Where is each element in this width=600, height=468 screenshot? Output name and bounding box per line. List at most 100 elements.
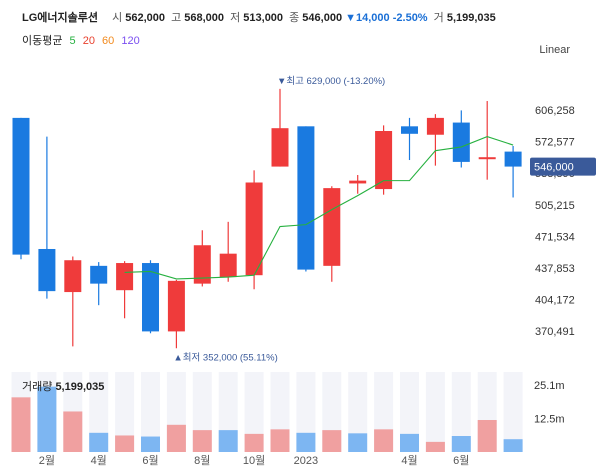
volume-tick-label: 25.1m: [534, 380, 565, 392]
candle-body: [478, 157, 496, 160]
volume-bar: [11, 397, 31, 452]
candle-body: [271, 128, 289, 167]
candle: [401, 117, 418, 161]
candle-body: [375, 130, 393, 190]
min-price-annotation: ▲최저 352,000 (55.11%): [173, 352, 277, 363]
candle: [323, 186, 341, 282]
volume-panel-label: 거래량: [22, 381, 53, 393]
volume-bar: [166, 424, 186, 452]
volume-panel-value: 5,199,035: [55, 381, 105, 393]
y-tick-label: 437,853: [535, 263, 575, 275]
volume-bar: [63, 411, 83, 452]
candle: [64, 256, 82, 347]
change-percent: -2.50%: [392, 12, 428, 24]
high-label: 고: [171, 12, 182, 24]
volume-band: [89, 372, 109, 452]
volume-bar: [89, 432, 109, 452]
x-tick-label: 6월: [453, 454, 469, 467]
volume-band: [141, 372, 160, 452]
volume-label: 거: [433, 12, 444, 24]
y-tick-label: 471,534: [535, 231, 575, 243]
volume-band: [296, 372, 316, 452]
change-value: ▼14,000: [345, 12, 390, 24]
candle-body: [116, 263, 134, 291]
candle: [12, 117, 30, 260]
candle: [245, 170, 263, 290]
candle-body: [504, 151, 522, 167]
volume-bar: [477, 420, 497, 452]
volume-band: [115, 372, 135, 452]
candle: [297, 126, 315, 272]
volume-bar: [244, 433, 264, 452]
candle: [271, 88, 289, 167]
x-tick-label: 4월: [91, 454, 107, 467]
current-price-label: 546,000: [534, 162, 574, 174]
candle-body: [193, 245, 211, 284]
stock-name: LG에너지솔루션: [22, 12, 98, 24]
volume-band: [400, 372, 419, 452]
low-label: 저: [230, 12, 241, 24]
y-tick-label: 404,172: [535, 294, 575, 306]
x-tick-label: 10월: [243, 454, 265, 467]
ma-period-20: 20: [82, 35, 95, 47]
candle: [452, 110, 470, 168]
volume-band: [503, 372, 523, 452]
candle: [38, 136, 56, 299]
volume-bar: [296, 432, 316, 452]
candle: [219, 221, 237, 282]
y-tick-label: 370,491: [535, 326, 575, 338]
candle: [349, 175, 367, 194]
candle-body: [349, 180, 367, 184]
candle-body: [12, 117, 30, 255]
open-value: 562,000: [125, 12, 166, 24]
volume-bar: [270, 429, 290, 452]
volume-bar: [141, 436, 160, 452]
volume-bar: [218, 430, 238, 452]
volume-bar: [503, 439, 523, 452]
max-price-annotation: ▼최고 629,000 (-13.20%): [277, 76, 385, 87]
x-tick-label: 2023: [294, 455, 318, 467]
candle-body: [245, 182, 263, 276]
candle-body: [90, 265, 108, 284]
ma-period-60: 60: [102, 35, 115, 47]
x-tick-label: 2월: [39, 454, 55, 467]
volume-bar: [192, 430, 212, 452]
candle-body: [142, 263, 159, 332]
x-tick-label: 8월: [194, 454, 210, 467]
volume-bar: [374, 429, 394, 452]
candle-body: [452, 122, 470, 162]
candle: [90, 262, 108, 306]
volume-bar: [400, 433, 419, 452]
open-label: 시: [112, 12, 123, 24]
candle: [167, 279, 185, 349]
candle-body: [64, 260, 82, 293]
moving-average-legend[interactable]: 이동평균 5 20 60 120: [22, 32, 144, 48]
y-tick-label: 572,577: [535, 137, 575, 149]
volume-bar: [115, 435, 135, 452]
candle-body: [167, 280, 185, 332]
candle: [426, 114, 444, 166]
candle: [142, 260, 159, 334]
candle-body: [219, 253, 237, 278]
x-tick-label: 6월: [142, 454, 158, 467]
candle-body: [38, 248, 56, 292]
y-tick-label: 505,215: [535, 200, 575, 212]
volume-band: [348, 372, 368, 452]
volume-band: [451, 372, 471, 452]
volume-bar: [348, 433, 368, 452]
low-value: 513,000: [243, 12, 284, 24]
y-tick-label: 606,258: [535, 105, 575, 117]
current-price-tag: [530, 157, 596, 176]
volume-bar: [37, 386, 57, 452]
close-label: 종: [289, 12, 300, 24]
candle: [116, 261, 134, 319]
price-summary: LG에너지솔루션 시 562,000 고 568,000 저 513,000 종…: [22, 9, 496, 25]
candle-body: [323, 188, 341, 266]
candle: [504, 145, 522, 198]
volume-bar: [322, 430, 342, 452]
volume-bar: [451, 436, 471, 452]
volume-band: [244, 372, 264, 452]
ma5-line: [124, 136, 514, 280]
scale-toggle[interactable]: Linear: [539, 44, 570, 56]
